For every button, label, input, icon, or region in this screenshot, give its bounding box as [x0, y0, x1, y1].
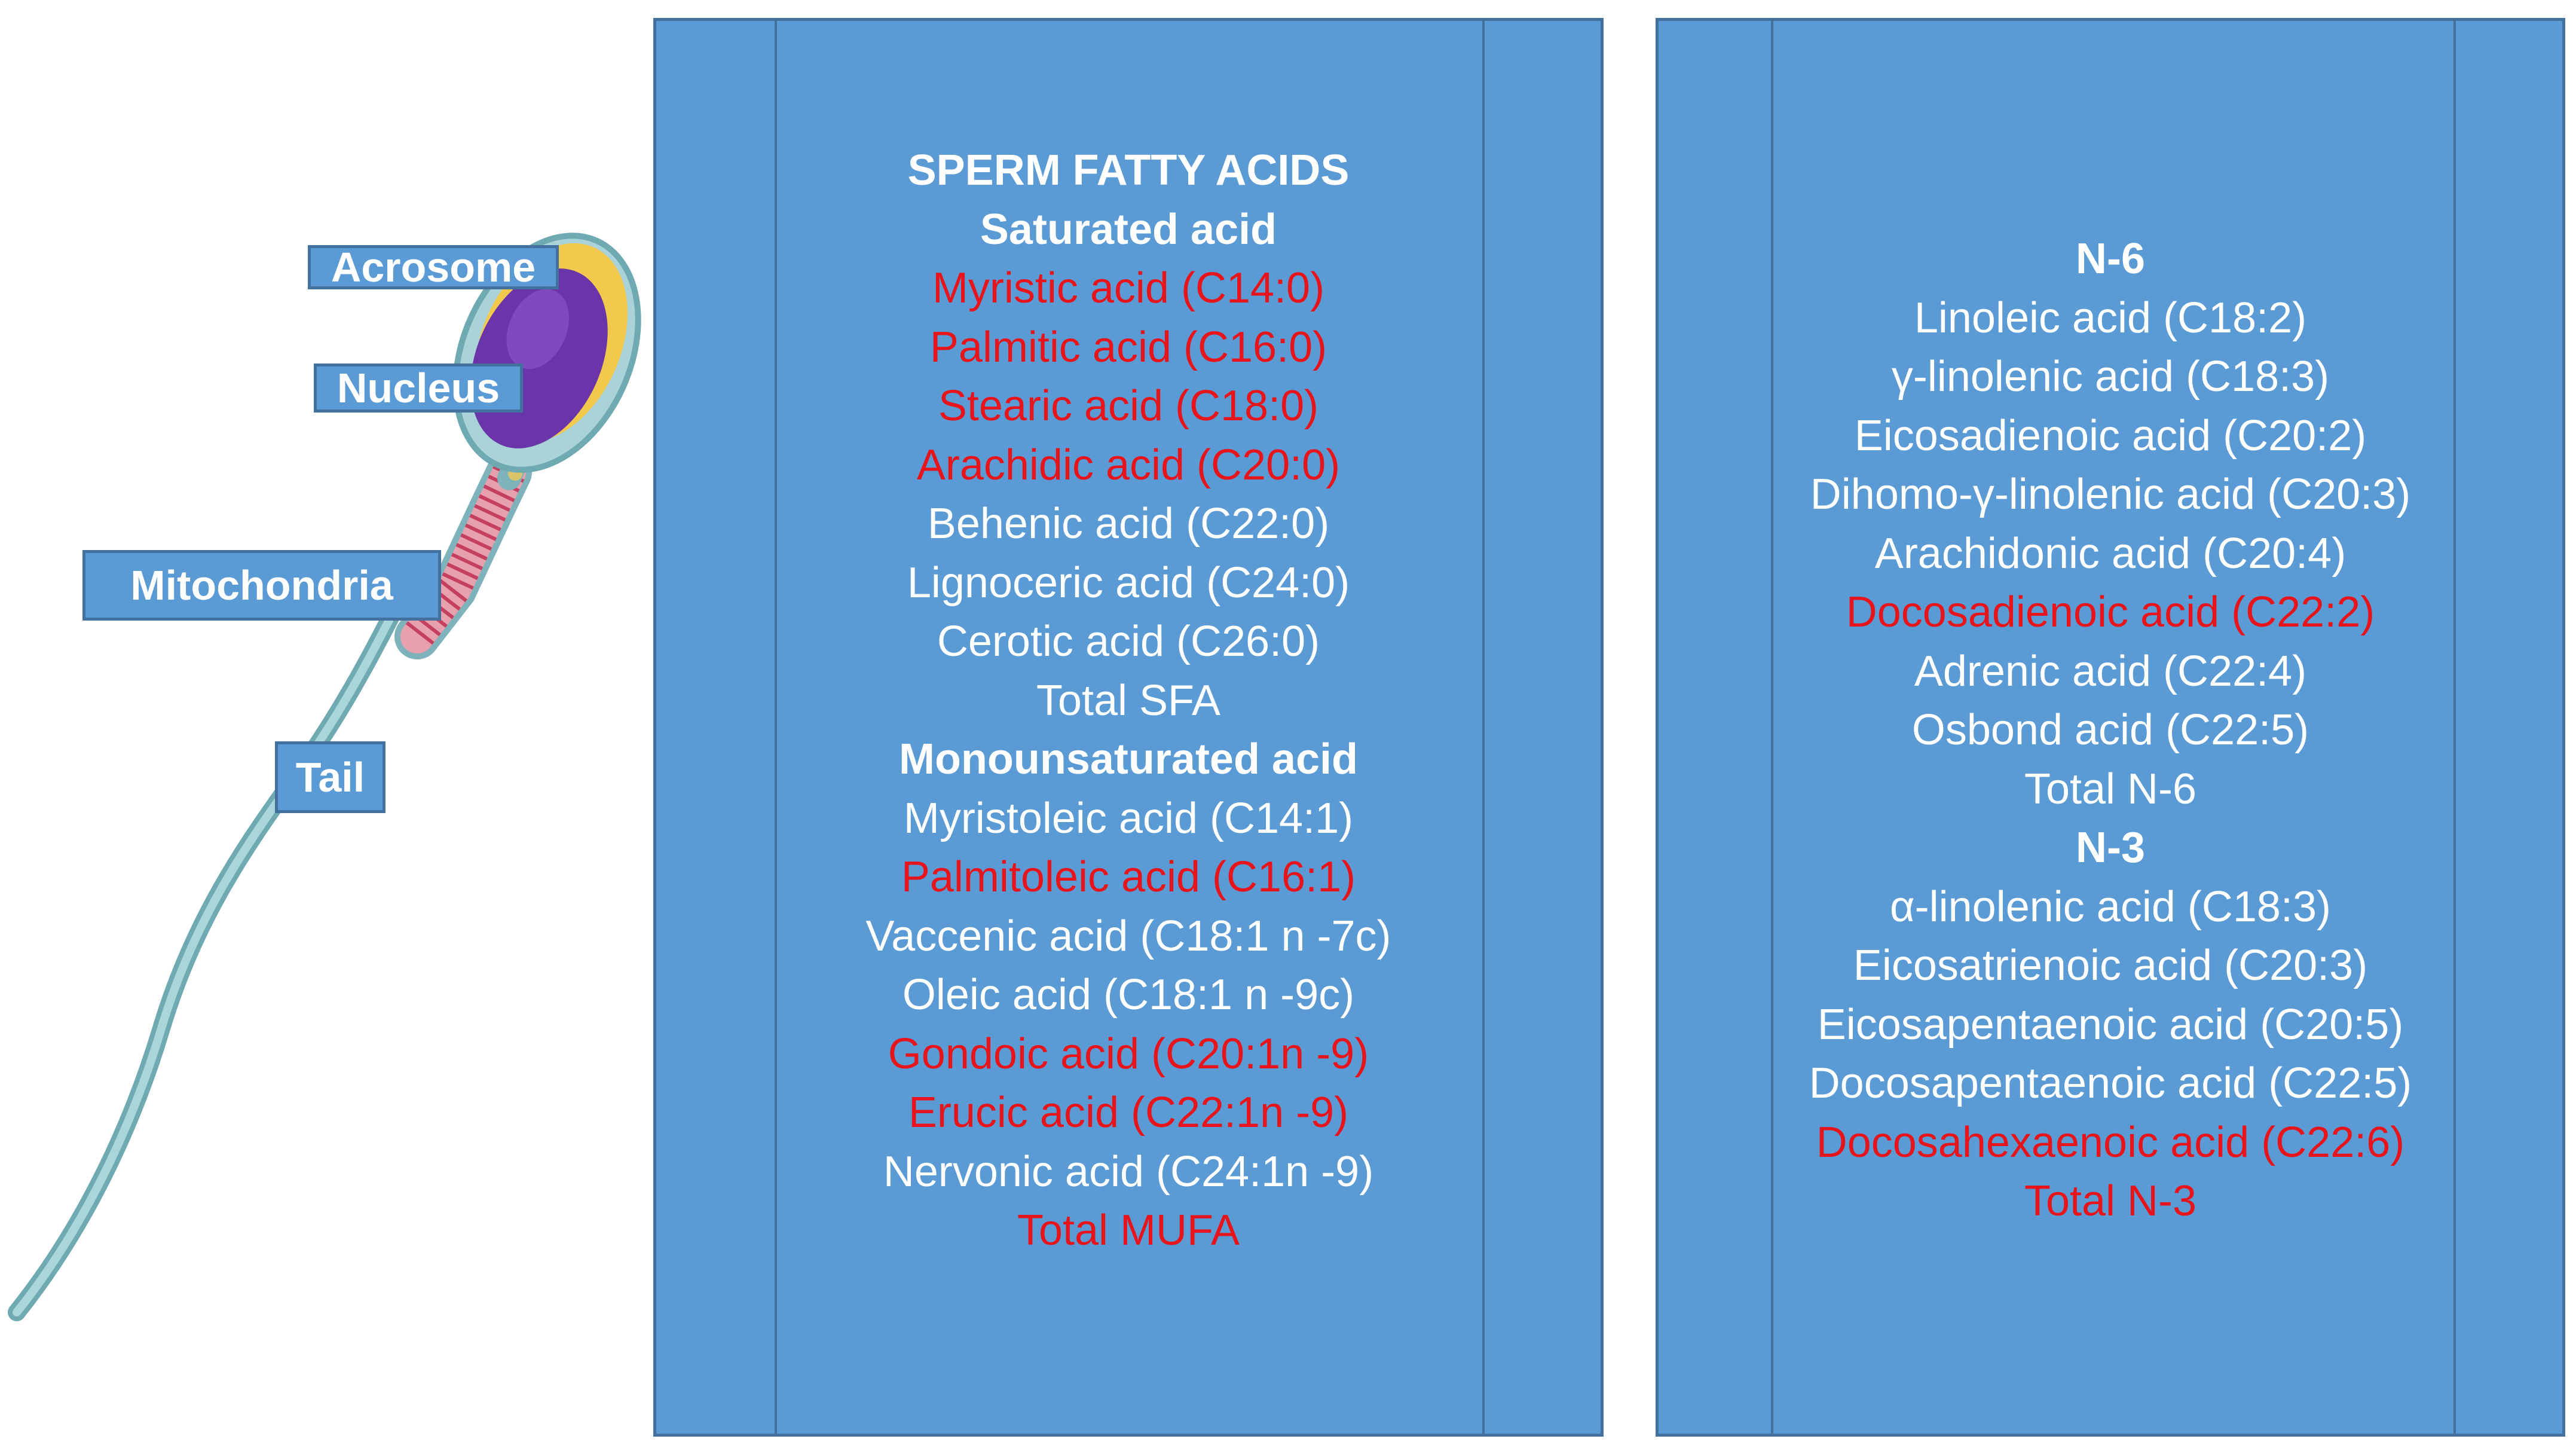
fatty-acid-row-item: Cerotic acid (C26:0) [937, 618, 1320, 665]
fatty-acid-row-item: Eicosatrienoic acid (C20:3) [1853, 942, 2368, 989]
fatty-acid-row-item: Total MUFA [1017, 1206, 1240, 1254]
fatty-acid-list-left: SPERM FATTY ACIDS Saturated acid Myristic … [656, 141, 1601, 1260]
fatty-acids-panel-right: N-6 Linoleic acid (C18:2) γ-linolenic acid… [1656, 18, 2565, 1437]
fatty-acid-row-item: Linoleic acid (C18:2) [1914, 294, 2307, 342]
label-nucleus: Nucleus [314, 363, 523, 413]
panel-divider [2453, 21, 2456, 1434]
panel-divider [775, 21, 777, 1434]
fatty-acid-row-item: Erucic acid (C22:1n -9) [908, 1089, 1349, 1137]
fatty-acid-row-item: Docosadienoic acid (C22:2) [1846, 588, 2375, 636]
label-tail: Tail [275, 741, 386, 813]
fatty-acid-row-item: Adrenic acid (C22:4) [1914, 647, 2307, 695]
fatty-acid-list-right: N-6 Linoleic acid (C18:2) γ-linolenic acid… [1659, 230, 2562, 1231]
fatty-acid-row-heading: Monounsaturated acid [898, 735, 1359, 783]
fatty-acid-row-item: Total SFA [1036, 676, 1221, 725]
fatty-acid-row-item: Palmitoleic acid (C16:1) [901, 853, 1356, 901]
panel-divider [1482, 21, 1485, 1434]
label-acrosome: Acrosome [308, 244, 559, 291]
fatty-acid-row-item: Eicosapentaenoic acid (C20:5) [1817, 1000, 2404, 1049]
fatty-acid-row-item: Dihomo-γ-linolenic acid (C20:3) [1810, 471, 2411, 518]
fatty-acid-row-item: Oleic acid (C18:1 n -9c) [902, 971, 1355, 1019]
fatty-acid-row-item: Total N-3 [2024, 1177, 2197, 1225]
fatty-acid-row-item: Gondoic acid (C20:1n -9) [888, 1030, 1369, 1078]
label-mitochondria: Mitochondria [82, 550, 441, 621]
fatty-acid-row-item: Palmitic acid (C16:0) [929, 323, 1327, 371]
fatty-acid-row-heading: SPERM FATTY ACIDS [907, 146, 1350, 194]
fatty-acid-row-item: Lignoceric acid (C24:0) [907, 558, 1350, 607]
fatty-acid-row-item: Myristoleic acid (C14:1) [903, 794, 1354, 842]
fatty-acid-row-item: Vaccenic acid (C18:1 n -7c) [865, 912, 1391, 960]
fatty-acid-row-item: Arachidic acid (C20:0) [916, 441, 1341, 489]
fatty-acid-row-item: Stearic acid (C18:0) [938, 382, 1319, 430]
fatty-acid-row-item: Behenic acid (C22:0) [927, 500, 1330, 548]
sperm-illustration [8, 233, 641, 1321]
fatty-acid-row-item: Arachidonic acid (C20:4) [1874, 529, 2346, 578]
fatty-acid-row-item: γ-linolenic acid (C18:3) [1891, 353, 2330, 401]
fatty-acid-row-item: Myristic acid (C14:0) [932, 264, 1325, 312]
panel-divider [1771, 21, 1773, 1434]
fatty-acid-row-item: Docosapentaenoic acid (C22:5) [1809, 1059, 2412, 1107]
fatty-acid-row-heading: N-3 [2075, 824, 2145, 872]
fatty-acid-row-item: Docosahexaenoic acid (C22:6) [1816, 1118, 2405, 1166]
fatty-acid-row-item: Osbond acid (C22:5) [1911, 706, 2309, 754]
fatty-acids-panel-left: SPERM FATTY ACIDS Saturated acid Myristic … [653, 18, 1604, 1437]
fatty-acid-row-item: Eicosadienoic acid (C20:2) [1854, 411, 2367, 460]
fatty-acid-row-item: α-linolenic acid (C18:3) [1890, 882, 2331, 931]
fatty-acid-row-heading: N-6 [2075, 235, 2145, 283]
fatty-acid-row-heading: Saturated acid [980, 205, 1277, 253]
fatty-acid-row-item: Total N-6 [2024, 765, 2197, 813]
fatty-acid-row-item: Nervonic acid (C24:1n -9) [883, 1147, 1374, 1196]
